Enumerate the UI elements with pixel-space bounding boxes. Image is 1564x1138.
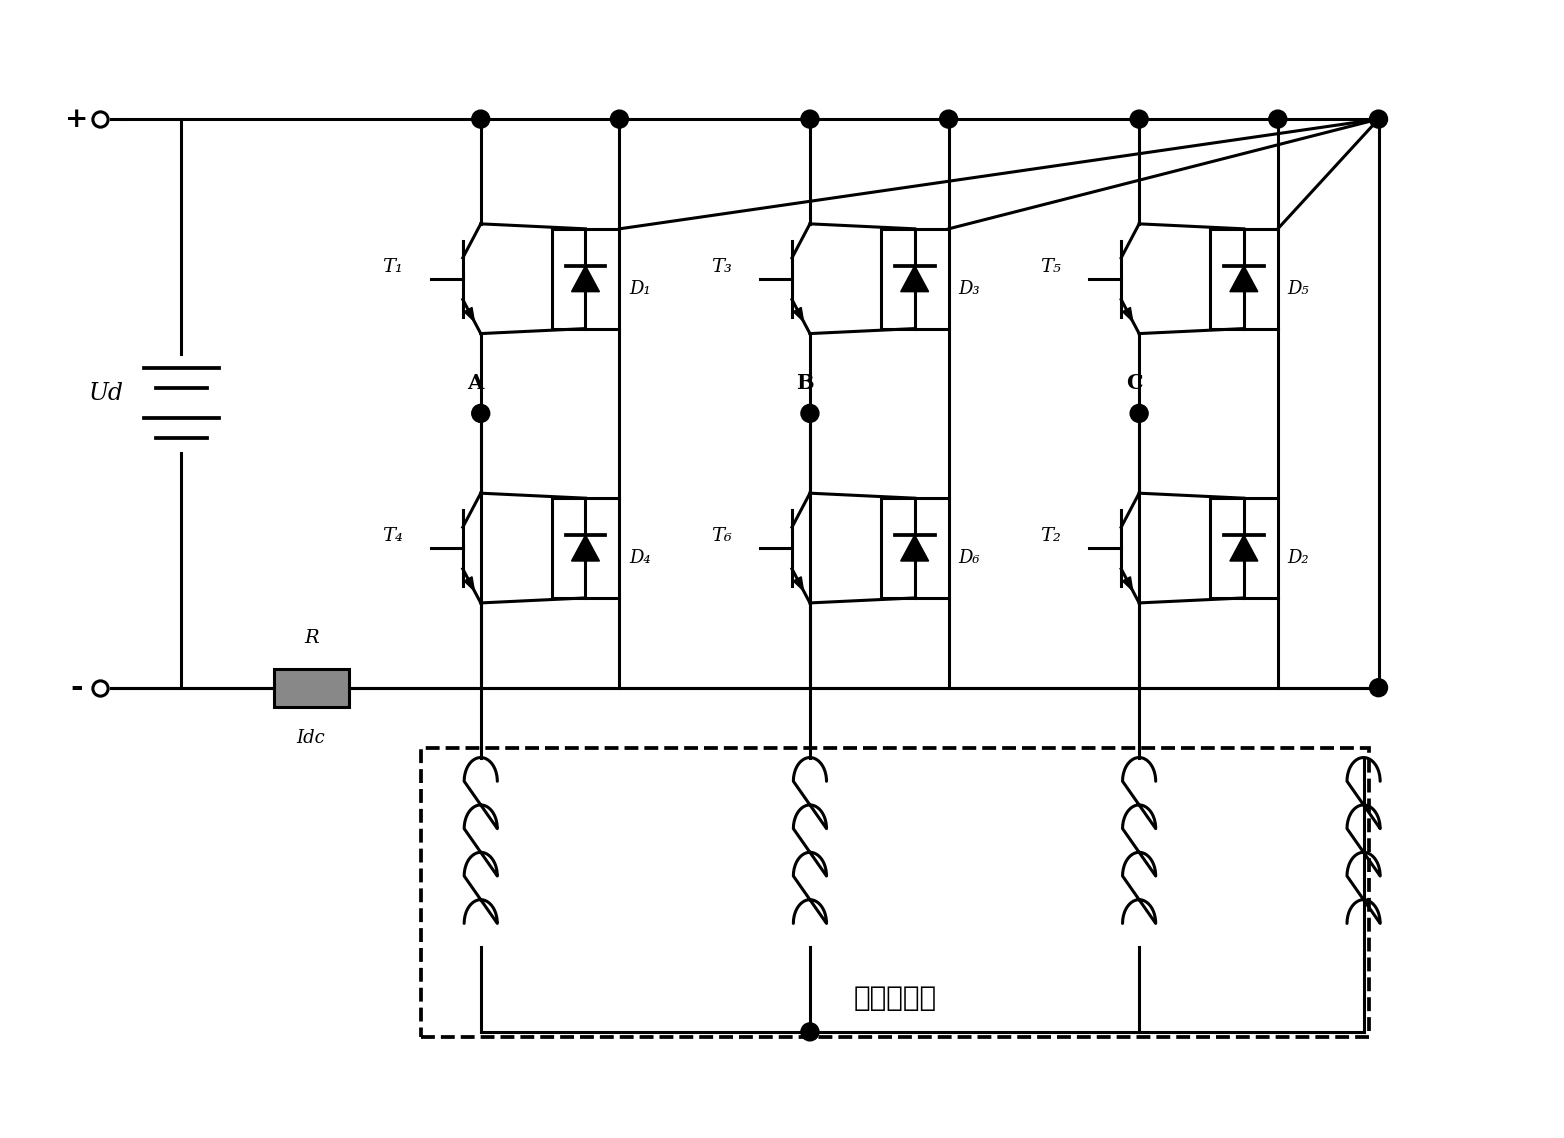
Polygon shape [571,535,599,561]
Polygon shape [571,266,599,291]
Text: R: R [303,629,319,646]
Text: D₄: D₄ [629,549,651,567]
Text: 交流电动机: 交流电动机 [852,986,937,1013]
Text: A: A [468,373,483,394]
Text: D₅: D₅ [1287,280,1309,298]
Circle shape [1370,678,1387,696]
Circle shape [610,110,629,129]
Text: B: B [796,373,813,394]
Text: D₃: D₃ [959,280,981,298]
Text: +: + [66,106,89,133]
Circle shape [801,1023,820,1041]
Text: D₂: D₂ [1287,549,1309,567]
Bar [274,669,349,707]
Bar [881,498,949,597]
Text: T₄: T₄ [382,527,404,545]
Text: T₆: T₆ [712,527,732,545]
Text: T₁: T₁ [382,257,404,275]
Bar [1211,498,1278,597]
Text: T₅: T₅ [1040,257,1062,275]
Bar [1211,229,1278,329]
Circle shape [1131,110,1148,129]
Circle shape [1370,110,1387,129]
Polygon shape [1229,535,1257,561]
Circle shape [1131,404,1148,422]
Bar [881,229,949,329]
Polygon shape [901,266,929,291]
Circle shape [940,110,957,129]
Polygon shape [1229,266,1257,291]
Polygon shape [465,307,474,321]
Text: D₆: D₆ [959,549,981,567]
Circle shape [472,404,490,422]
Text: D₁: D₁ [629,280,651,298]
Circle shape [801,404,820,422]
Text: Idc: Idc [297,728,325,747]
Text: -: - [70,673,83,703]
Text: C: C [1126,373,1142,394]
Bar [552,229,619,329]
Polygon shape [1123,577,1132,591]
Polygon shape [901,535,929,561]
Circle shape [472,110,490,129]
Text: T₃: T₃ [712,257,732,275]
Bar [421,748,1368,1037]
Polygon shape [1123,307,1132,321]
Text: T₂: T₂ [1040,527,1062,545]
Polygon shape [465,577,474,591]
Text: Ud: Ud [89,382,124,405]
Polygon shape [793,577,804,591]
Circle shape [801,110,820,129]
Bar [552,498,619,597]
Circle shape [1268,110,1287,129]
Polygon shape [793,307,804,321]
